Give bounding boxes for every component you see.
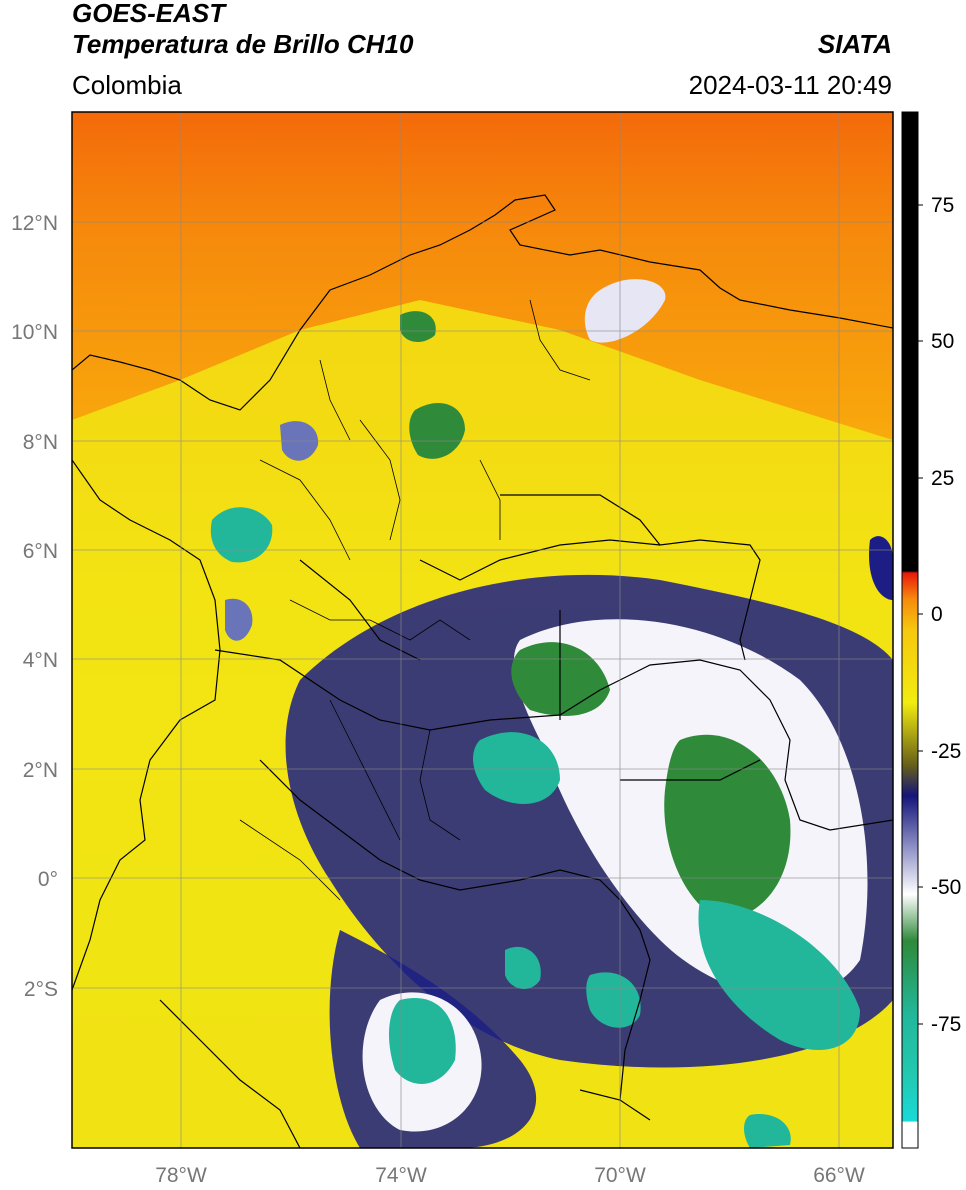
lat-tick: 2°S (24, 978, 58, 1001)
lon-tick: 70°W (594, 1164, 646, 1187)
lon-tick: 66°W (813, 1164, 865, 1187)
lon-tick: 78°W (155, 1164, 207, 1187)
colorbar-tick: 25 (931, 467, 954, 490)
colorbar-tick: -25 (931, 740, 961, 763)
lon-ticks: 78°W 74°W 70°W 66°W (155, 1164, 865, 1187)
satellite-title: GOES-EAST (72, 0, 226, 28)
lat-ticks: 12°N 10°N 8°N 6°N 4°N 2°N 0° 2°S (11, 212, 58, 1001)
lat-tick: 12°N (11, 212, 58, 235)
product-title: Temperatura de Brillo CH10 (72, 29, 414, 59)
region-label: Colombia (72, 70, 182, 100)
colorbar: 75 50 25 0 -25 -50 -75 (901, 111, 961, 1149)
lat-tick: 8°N (23, 431, 58, 454)
lon-tick: 74°W (375, 1164, 427, 1187)
lat-tick: 2°N (23, 759, 58, 782)
colorbar-tick: -50 (931, 876, 961, 899)
map-frame (71, 111, 894, 1149)
colorbar-tick: -75 (931, 1013, 961, 1036)
lat-tick: 4°N (23, 649, 58, 672)
colorbar-tick: 50 (931, 330, 954, 353)
colorbar-tick: 75 (931, 194, 954, 217)
lat-tick: 6°N (23, 540, 58, 563)
satellite-image (72, 112, 893, 1148)
source-label: SIATA (817, 29, 892, 59)
colorbar-tick: 0 (931, 603, 943, 626)
lat-tick: 10°N (11, 321, 58, 344)
lat-tick: 0° (38, 868, 58, 891)
datetime-label: 2024-03-11 20:49 (688, 70, 892, 100)
